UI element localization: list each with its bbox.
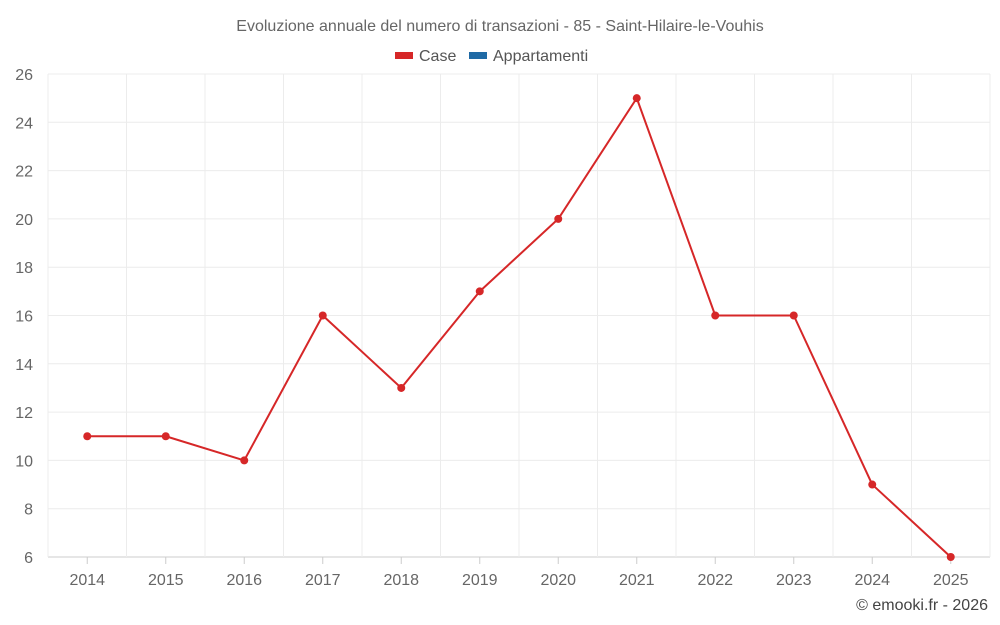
x-tick-label: 2015: [148, 572, 184, 589]
legend-label-case: Case: [419, 48, 456, 65]
data-point[interactable]: [318, 311, 327, 320]
data-point[interactable]: [240, 456, 249, 465]
x-tick-label: 2016: [226, 572, 262, 589]
x-tick-label: 2022: [697, 572, 733, 589]
y-tick-label: 20: [15, 212, 33, 229]
x-tick-label: 2014: [69, 572, 105, 589]
x-tick-label: 2017: [305, 572, 341, 589]
data-point[interactable]: [83, 432, 92, 441]
data-point[interactable]: [868, 480, 877, 489]
data-point[interactable]: [789, 311, 798, 320]
x-tick-label: 2023: [776, 572, 812, 589]
grid: [47, 73, 991, 558]
y-tick-label: 26: [15, 67, 33, 84]
x-tick-label: 2024: [854, 572, 890, 589]
x-tick-label: 2021: [619, 572, 655, 589]
x-tick-label: 2025: [933, 572, 969, 589]
x-tick-label: 2019: [462, 572, 498, 589]
data-point[interactable]: [711, 311, 720, 320]
chart-title: Evoluzione annuale del numero di transaz…: [236, 18, 763, 35]
y-tick-label: 14: [15, 357, 33, 374]
legend-item-appartamenti[interactable]: Appartamenti: [469, 48, 588, 65]
y-tick-label: 12: [15, 405, 33, 422]
series-case: [83, 94, 955, 561]
legend-item-case[interactable]: Case: [395, 48, 456, 65]
y-tick-label: 22: [15, 164, 33, 181]
series-line: [87, 97, 952, 558]
y-tick-label: 18: [15, 260, 33, 277]
legend: Case Appartamenti: [395, 48, 588, 65]
x-tick-label: 2018: [383, 572, 419, 589]
legend-label-appartamenti: Appartamenti: [493, 48, 588, 65]
y-tick-label: 24: [15, 115, 33, 132]
x-axis-ticks: 2014 2015 2016 2017 2018 2019 2020 2021 2022 2023…: [69, 557, 969, 589]
y-tick-label: 6: [24, 550, 33, 567]
y-tick-label: 8: [24, 502, 33, 519]
y-tick-label: 10: [15, 453, 33, 470]
data-point[interactable]: [397, 383, 406, 392]
y-axis-ticks: 6 8 10 12 14 16 18 20 22 24 26: [15, 67, 33, 567]
data-point[interactable]: [554, 214, 563, 223]
x-tick-label: 2020: [540, 572, 576, 589]
data-point[interactable]: [946, 553, 955, 561]
credit: © emooki.fr - 2026: [856, 597, 988, 614]
data-point[interactable]: [475, 287, 484, 296]
data-point[interactable]: [161, 432, 170, 441]
legend-swatch-case: [395, 52, 413, 59]
legend-swatch-appartamenti: [469, 52, 487, 59]
data-point[interactable]: [632, 94, 641, 103]
y-tick-label: 16: [15, 309, 33, 326]
